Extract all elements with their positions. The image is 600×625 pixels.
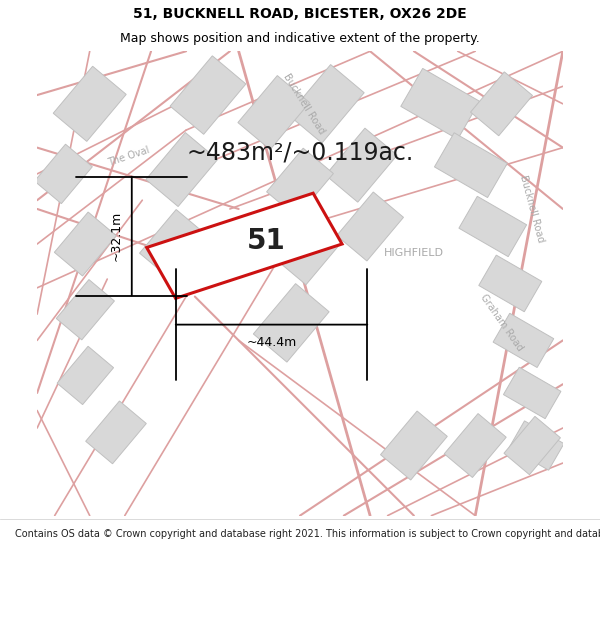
Polygon shape	[146, 193, 342, 298]
Polygon shape	[493, 313, 554, 368]
Text: Map shows position and indicative extent of the property.: Map shows position and indicative extent…	[120, 32, 480, 45]
Polygon shape	[35, 144, 92, 204]
Polygon shape	[57, 346, 113, 404]
Polygon shape	[146, 132, 218, 206]
Polygon shape	[266, 148, 334, 217]
Polygon shape	[55, 212, 116, 276]
Polygon shape	[434, 132, 507, 198]
Text: HIGHFIELD: HIGHFIELD	[384, 248, 444, 258]
Polygon shape	[86, 401, 146, 464]
Text: ~483m²/~0.119ac.: ~483m²/~0.119ac.	[187, 140, 413, 164]
Text: Bucknell Road: Bucknell Road	[282, 72, 327, 136]
Text: ~44.4m: ~44.4m	[247, 336, 296, 349]
Polygon shape	[326, 128, 397, 202]
Polygon shape	[337, 192, 404, 261]
Polygon shape	[459, 196, 527, 257]
Polygon shape	[170, 56, 246, 134]
Text: Bucknell Road: Bucknell Road	[518, 174, 546, 244]
Polygon shape	[504, 416, 560, 475]
Text: 51: 51	[247, 228, 286, 256]
Polygon shape	[444, 414, 506, 478]
Polygon shape	[479, 255, 542, 312]
Polygon shape	[503, 368, 561, 419]
Text: Contains OS data © Crown copyright and database right 2021. This information is : Contains OS data © Crown copyright and d…	[15, 529, 600, 539]
Polygon shape	[380, 411, 448, 480]
Text: Graham Road: Graham Road	[478, 292, 525, 353]
Text: The Oval: The Oval	[107, 145, 151, 168]
Polygon shape	[289, 64, 364, 143]
Polygon shape	[253, 284, 329, 362]
Polygon shape	[140, 209, 206, 279]
Polygon shape	[470, 72, 533, 136]
Text: ~32.1m: ~32.1m	[110, 211, 122, 261]
Text: 51, BUCKNELL ROAD, BICESTER, OX26 2DE: 51, BUCKNELL ROAD, BICESTER, OX26 2DE	[133, 8, 467, 21]
Polygon shape	[56, 279, 115, 340]
Polygon shape	[401, 68, 479, 139]
Polygon shape	[53, 66, 126, 141]
Polygon shape	[278, 221, 340, 285]
Polygon shape	[509, 421, 564, 470]
Polygon shape	[238, 76, 310, 149]
